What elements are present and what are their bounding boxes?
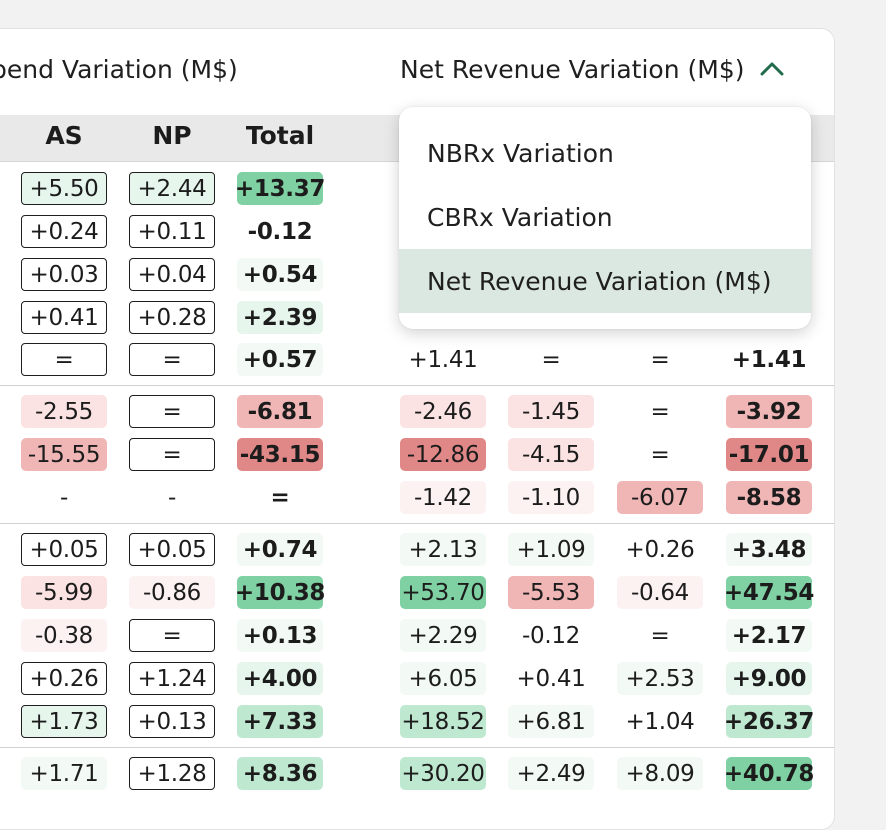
revenue-cell: -1.42 <box>400 481 486 514</box>
spend-cell: +0.41 <box>21 301 107 334</box>
spend-cell: -15.55 <box>21 438 107 471</box>
spend-cell: +1.73 <box>21 705 107 738</box>
spend-cell: +0.05 <box>129 533 215 566</box>
spend-cell: - <box>60 484 68 511</box>
spend-cell: +0.26 <box>21 662 107 695</box>
revenue-cell: +1.41 <box>731 346 807 373</box>
revenue-cell: -5.53 <box>508 576 594 609</box>
group-divider <box>0 523 834 524</box>
revenue-cell: +1.41 <box>408 346 478 373</box>
spend-cell: +4.00 <box>237 662 323 695</box>
revenue-cell: +0.41 <box>516 665 586 692</box>
menu-item-cbrx-variation[interactable]: CBRx Variation <box>427 202 613 232</box>
revenue-cell: = <box>650 622 670 649</box>
spend-cell: = <box>129 343 215 376</box>
revenue-cell: = <box>650 441 670 468</box>
spend-cell: +2.39 <box>237 301 323 334</box>
spend-cell: +0.54 <box>237 258 323 291</box>
spend-cell: +0.05 <box>21 533 107 566</box>
revenue-cell: +0.26 <box>625 536 695 563</box>
spend-cell: +7.33 <box>237 705 323 738</box>
revenue-cell: -1.45 <box>508 395 594 428</box>
revenue-cell: +2.29 <box>400 619 486 652</box>
revenue-cell: +3.48 <box>726 533 812 566</box>
spend-cell: - <box>168 484 176 511</box>
revenue-cell: -0.64 <box>617 576 703 609</box>
revenue-cell: +8.09 <box>617 757 703 790</box>
revenue-cell: +2.49 <box>508 757 594 790</box>
revenue-cell: -4.15 <box>508 438 594 471</box>
revenue-cell: = <box>650 346 670 373</box>
column-header-total[interactable]: Total <box>245 121 315 150</box>
spend-cell: +0.13 <box>237 619 323 652</box>
revenue-cell: +1.09 <box>508 533 594 566</box>
chevron-up-icon[interactable] <box>757 54 787 84</box>
spend-cell: +0.03 <box>21 258 107 291</box>
column-header-np[interactable]: NP <box>152 121 192 150</box>
revenue-cell: -12.86 <box>400 438 486 471</box>
spend-cell: +0.04 <box>129 258 215 291</box>
spend-cell: +0.28 <box>129 301 215 334</box>
revenue-cell: -17.01 <box>726 438 812 471</box>
spend-cell: -0.38 <box>21 619 107 652</box>
group-divider <box>0 385 834 386</box>
spend-cell: -5.99 <box>21 576 107 609</box>
group-divider <box>0 747 834 748</box>
column-header-as[interactable]: AS <box>45 121 83 150</box>
spend-cell: +0.11 <box>129 215 215 248</box>
spend-variation-title: pend Variation (M$) <box>0 55 238 84</box>
revenue-cell: -0.12 <box>521 622 580 649</box>
revenue-metric-selector[interactable]: Net Revenue Variation (M$) <box>400 54 787 84</box>
spend-cell: +1.24 <box>129 662 215 695</box>
metric-dropdown-menu: NBRx Variation CBRx Variation Net Revenu… <box>399 107 811 329</box>
revenue-cell: +2.13 <box>400 533 486 566</box>
spend-cell: -0.12 <box>247 218 313 245</box>
revenue-cell: +26.37 <box>724 705 814 738</box>
spend-cell: = <box>129 395 215 428</box>
revenue-cell: -8.58 <box>726 481 812 514</box>
spend-cell: +0.57 <box>237 343 323 376</box>
spend-cell: = <box>270 484 290 511</box>
spend-cell: +5.50 <box>21 172 107 205</box>
revenue-cell: = <box>650 398 670 425</box>
revenue-cell: +18.52 <box>400 705 486 738</box>
spend-cell: +2.44 <box>129 172 215 205</box>
spend-cell: = <box>21 343 107 376</box>
spend-cell: +8.36 <box>237 757 323 790</box>
revenue-cell: -6.07 <box>617 481 703 514</box>
revenue-cell: +1.04 <box>625 708 695 735</box>
spend-cell: +0.74 <box>237 533 323 566</box>
spend-cell: -43.15 <box>237 438 323 471</box>
menu-item-nbrx-variation[interactable]: NBRx Variation <box>427 138 614 168</box>
revenue-cell: +53.70 <box>400 576 486 609</box>
spend-cell: +13.37 <box>235 172 325 205</box>
revenue-cell: -3.92 <box>726 395 812 428</box>
spend-cell: +0.13 <box>129 705 215 738</box>
spend-cell: +1.28 <box>129 757 215 790</box>
spend-cell: +1.71 <box>21 757 107 790</box>
spend-cell: +0.24 <box>21 215 107 248</box>
revenue-cell: +9.00 <box>726 662 812 695</box>
spend-cell: = <box>129 619 215 652</box>
revenue-cell: +47.54 <box>724 576 814 609</box>
revenue-cell: +6.05 <box>400 662 486 695</box>
revenue-cell: +2.53 <box>617 662 703 695</box>
revenue-cell: +40.78 <box>724 757 814 790</box>
revenue-cell: -2.46 <box>400 395 486 428</box>
revenue-cell: +2.17 <box>726 619 812 652</box>
spend-cell: +10.38 <box>235 576 325 609</box>
spend-cell: = <box>129 438 215 471</box>
revenue-cell: +6.81 <box>508 705 594 738</box>
spend-cell: -6.81 <box>237 395 323 428</box>
menu-item-net-revenue-variation[interactable]: Net Revenue Variation (M$) <box>399 249 811 313</box>
revenue-cell: +30.20 <box>400 757 486 790</box>
revenue-cell: = <box>541 346 561 373</box>
revenue-cell: -1.10 <box>508 481 594 514</box>
spend-cell: -0.86 <box>129 576 215 609</box>
revenue-variation-title: Net Revenue Variation (M$) <box>400 54 745 84</box>
spend-cell: -2.55 <box>21 395 107 428</box>
